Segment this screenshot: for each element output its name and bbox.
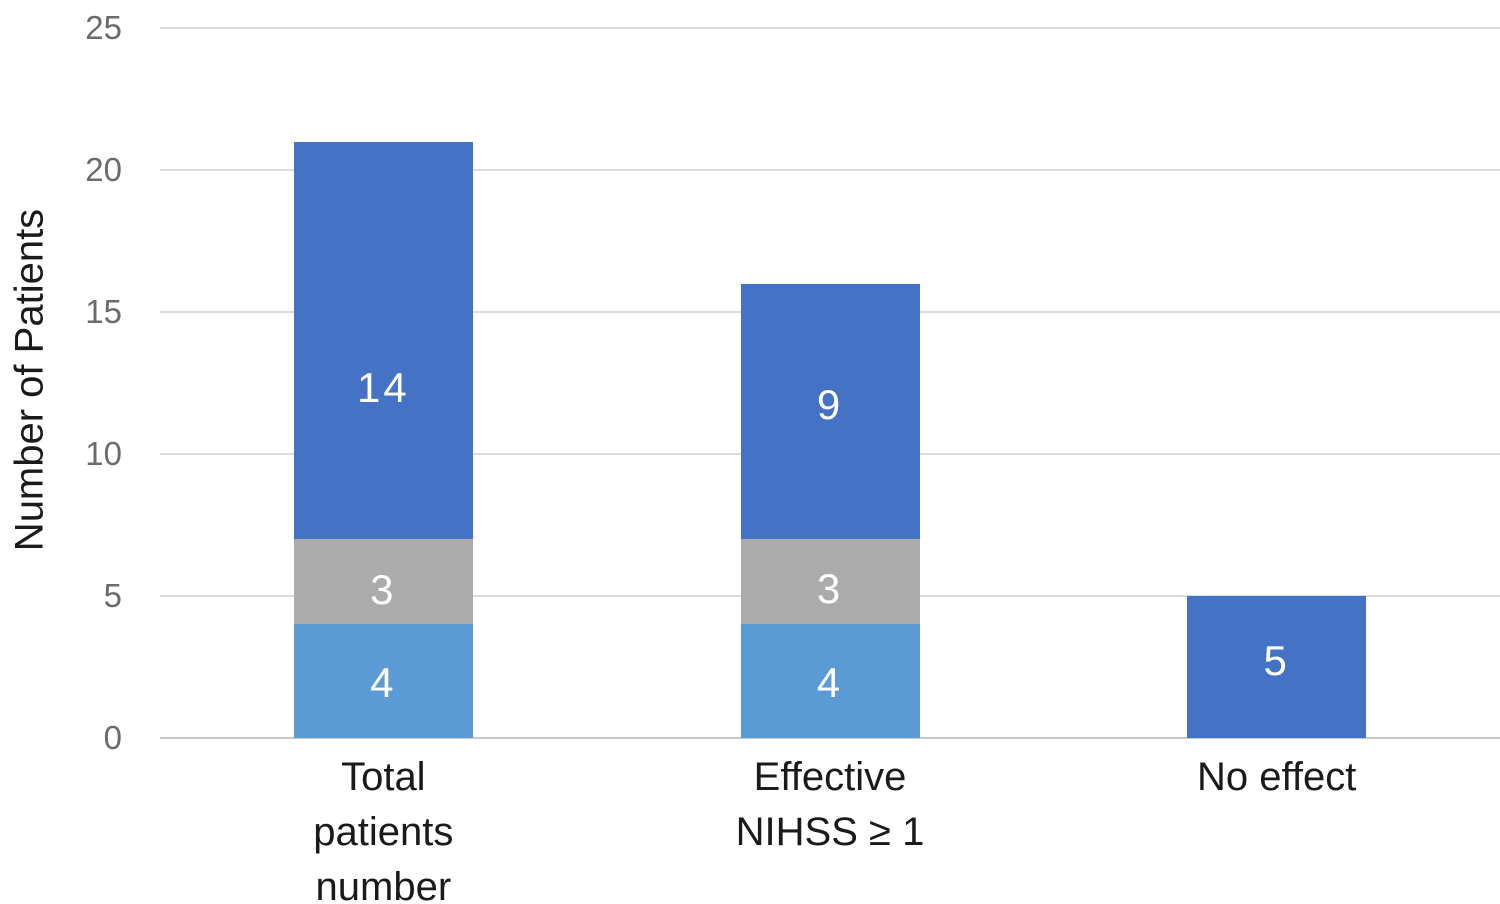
- y-tick-label: 5: [103, 577, 122, 614]
- bar-1: 4 3 14: [293, 0, 473, 738]
- x-axis-line: [160, 737, 1500, 739]
- bar-2: 4 3 9: [740, 0, 920, 738]
- category-label-line: No effect: [1196, 755, 1357, 799]
- category-label-line: patients: [313, 810, 454, 854]
- light-blue-segment: 4: [293, 624, 473, 738]
- gray-segment: 3: [293, 539, 473, 625]
- category-label-line: NIHSS ≥ 1: [735, 810, 925, 854]
- category-label: Effective NIHSS ≥ 1: [607, 750, 1053, 860]
- category-label: No effect: [1054, 750, 1500, 805]
- gridline: [160, 27, 1500, 29]
- y-tick-label: 20: [85, 151, 122, 188]
- data-label: 9: [816, 381, 844, 428]
- category-label-line: Total: [341, 755, 426, 799]
- y-tick-label: 25: [85, 9, 122, 46]
- dark-blue-segment: 5: [1187, 596, 1367, 738]
- gray-segment: 3: [740, 539, 920, 625]
- bar-3: 5: [1187, 0, 1367, 738]
- y-tick-label: 15: [85, 293, 122, 330]
- data-label: 4: [370, 659, 397, 707]
- category-label-line: Effective: [753, 755, 907, 799]
- category-label-line: number: [315, 865, 452, 904]
- y-tick-label: 10: [85, 435, 122, 472]
- data-label: 3: [370, 566, 397, 614]
- dark-blue-segment: 9: [740, 283, 920, 540]
- gridline: [160, 169, 1500, 171]
- category-label: Total patients number: [160, 750, 606, 904]
- data-label: 5: [1263, 637, 1290, 685]
- y-axis-title: Number of Patients: [7, 208, 52, 552]
- light-blue-segment: 4: [740, 624, 920, 738]
- dark-blue-segment: 14: [293, 141, 473, 540]
- y-tick-label: 0: [103, 719, 122, 756]
- data-label: 14: [356, 364, 410, 412]
- data-label: 3: [816, 565, 844, 613]
- data-label: 4: [816, 659, 844, 707]
